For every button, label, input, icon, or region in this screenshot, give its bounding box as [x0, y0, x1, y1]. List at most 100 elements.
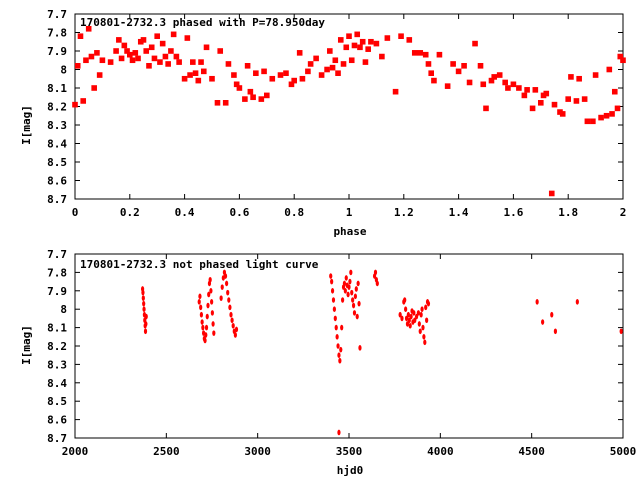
data-point: [450, 61, 456, 67]
panel-2-title: 170801-2732.3 not phased light curve: [80, 258, 319, 271]
data-point: [253, 70, 259, 76]
data-point: [521, 92, 528, 99]
data-point: [424, 304, 428, 311]
data-point: [219, 295, 223, 301]
data-point: [358, 345, 362, 351]
data-point: [502, 79, 508, 86]
data-point: [72, 101, 78, 108]
data-point: [444, 83, 451, 89]
data-point: [199, 304, 203, 311]
data-point: [350, 289, 354, 296]
data-point: [277, 72, 284, 78]
data-point: [488, 77, 495, 84]
data-point: [414, 313, 419, 320]
data-point: [347, 284, 351, 290]
data-point: [436, 51, 443, 58]
data-point: [227, 297, 231, 303]
data-point: [529, 105, 536, 112]
data-point: [141, 289, 145, 296]
x-tick-label: 0.2: [120, 206, 140, 219]
data-point: [336, 343, 340, 349]
data-point: [207, 291, 211, 298]
data-point: [299, 75, 306, 82]
data-point: [334, 324, 338, 331]
data-point: [356, 280, 360, 287]
data-point: [543, 90, 550, 97]
data-point: [209, 288, 213, 294]
data-point: [368, 38, 374, 45]
data-point: [581, 96, 588, 102]
data-point: [99, 57, 106, 64]
data-point: [598, 114, 604, 121]
data-point: [357, 300, 361, 307]
data-point: [403, 297, 407, 303]
data-point: [351, 302, 356, 309]
data-point: [461, 63, 467, 69]
data-point: [354, 286, 358, 292]
data-point: [348, 57, 355, 64]
data-point: [407, 317, 411, 324]
data-point: [344, 275, 348, 281]
data-point: [88, 53, 95, 60]
data-point: [619, 328, 623, 335]
data-point: [307, 61, 314, 67]
plot-frame: [74, 13, 624, 200]
data-point: [94, 50, 100, 56]
data-point: [220, 284, 224, 290]
data-point: [96, 72, 103, 78]
data-point: [510, 81, 517, 88]
data-point: [496, 72, 503, 78]
data-point: [590, 118, 596, 125]
data-point: [431, 77, 437, 84]
data-point: [553, 328, 558, 335]
data-point: [231, 322, 235, 329]
x-tick-label: 1.4: [449, 206, 469, 219]
y-tick-label: 7.9: [47, 45, 67, 58]
data-point: [480, 81, 487, 88]
data-point: [340, 324, 344, 331]
data-point: [107, 59, 114, 65]
data-point: [575, 299, 579, 305]
x-tick-label: 1.6: [503, 206, 523, 219]
data-point: [230, 317, 234, 324]
data-point: [199, 311, 204, 318]
data-point: [455, 68, 462, 75]
data-point: [217, 48, 224, 54]
data-point: [338, 357, 342, 364]
panel-1-ylabel: I[mag]: [20, 105, 33, 145]
data-point: [296, 50, 303, 56]
data-point: [129, 57, 136, 64]
data-point: [206, 302, 210, 309]
data-point: [229, 311, 233, 318]
data-point: [184, 35, 191, 41]
data-point: [584, 118, 591, 125]
data-point: [228, 304, 232, 311]
data-point: [159, 40, 166, 47]
data-point: [142, 306, 146, 313]
data-point: [423, 339, 427, 346]
data-point: [551, 101, 558, 108]
unphased-light-curve-panel: 170801-2732.3 not phased light curve hjd…: [20, 248, 636, 477]
data-point: [352, 310, 357, 316]
x-tick-label: 2500: [153, 445, 180, 458]
data-point: [362, 59, 369, 65]
x-tick-label: 3500: [336, 445, 363, 458]
data-point: [412, 310, 416, 316]
data-point: [143, 328, 148, 335]
data-point: [201, 324, 205, 331]
data-point: [573, 98, 580, 104]
data-point: [173, 53, 180, 60]
data-point: [348, 278, 352, 285]
data-point: [392, 88, 399, 95]
data-point: [143, 48, 150, 54]
data-point: [491, 74, 498, 80]
data-point: [516, 85, 522, 91]
data-point: [365, 46, 371, 52]
data-point: [505, 85, 511, 91]
data-point: [204, 324, 209, 331]
y-tick-label: 8.5: [47, 395, 67, 408]
y-tick-label: 7.7: [47, 248, 67, 261]
data-point: [247, 88, 254, 95]
data-point: [355, 313, 359, 320]
